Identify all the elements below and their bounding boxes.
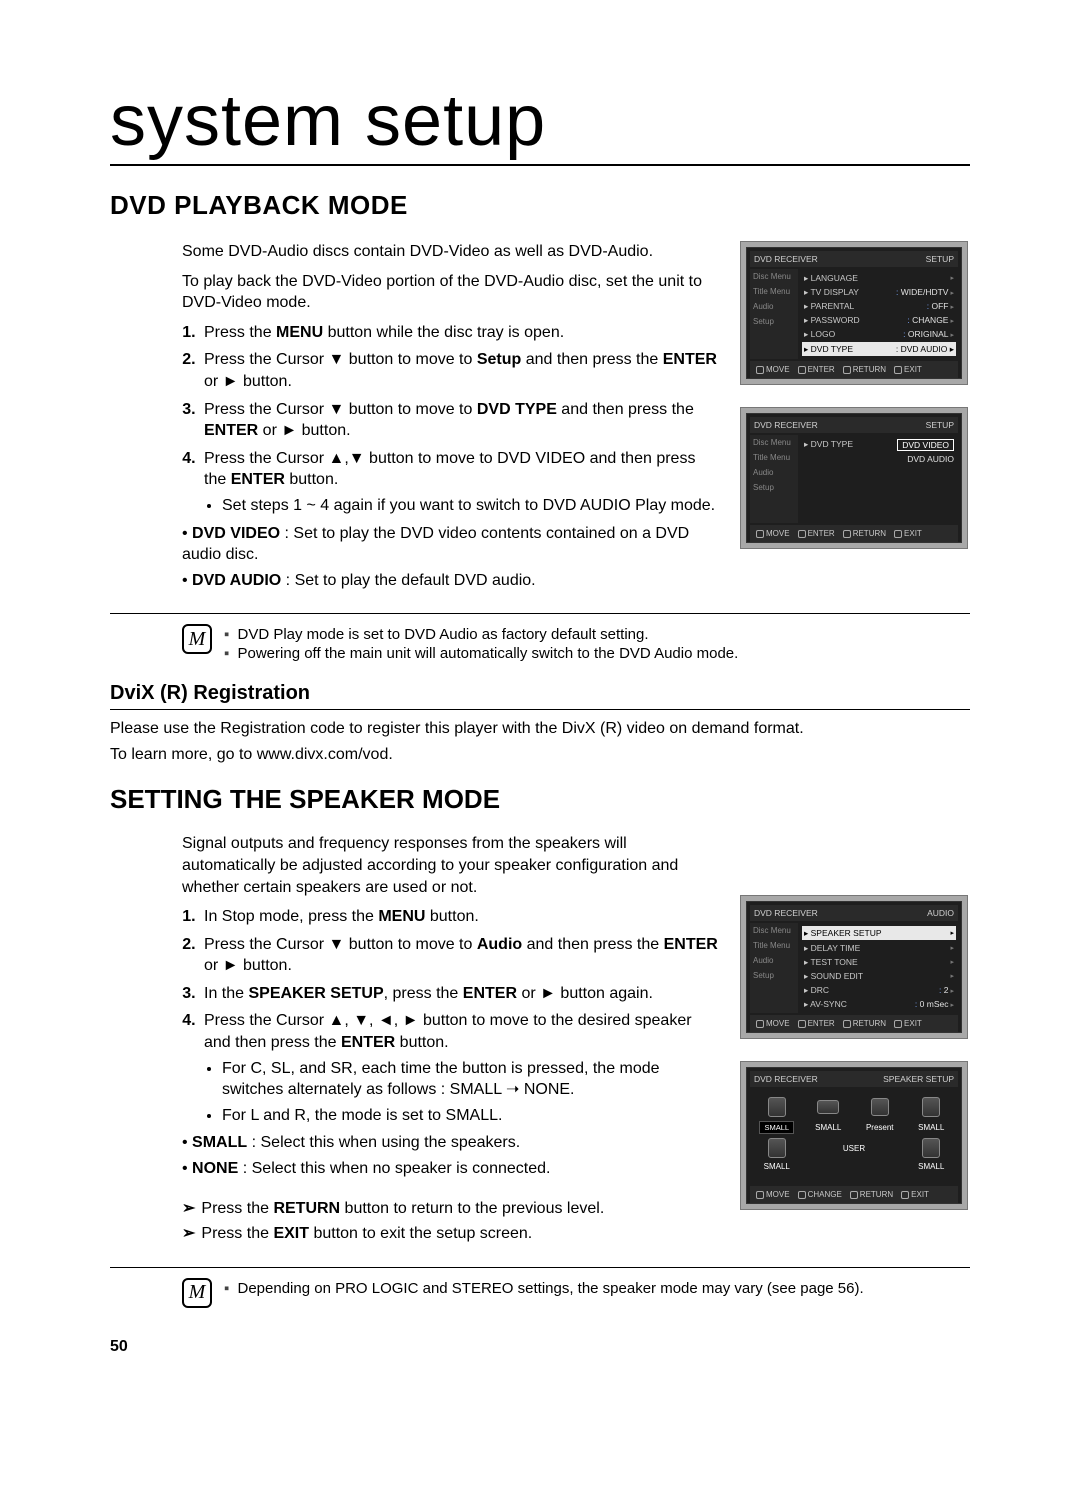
speaker-surround-r-icon — [922, 1138, 940, 1158]
osd-speaker-setup: DVD RECEIVERSPEAKER SETUP SMALL SMALL Pr… — [740, 1061, 968, 1210]
note-icon: M — [182, 624, 212, 654]
speaker-step-2: Press the Cursor ▼ button to move to Aud… — [200, 934, 722, 977]
osd-audio-menu: DVD RECEIVERAUDIO Disc Menu Title Menu A… — [740, 895, 968, 1039]
divx-heading: DviX (R) Registration — [110, 682, 970, 710]
speaker-center-icon — [817, 1100, 839, 1114]
page-number: 50 — [110, 1338, 970, 1356]
note-icon: M — [182, 1278, 212, 1308]
dvd-note-2: Powering off the main unit will automati… — [224, 645, 738, 662]
speaker-notes: M Depending on PRO LOGIC and STEREO sett… — [182, 1278, 970, 1308]
divx-line1: Please use the Registration code to regi… — [110, 720, 970, 738]
speaker-steps: In Stop mode, press the MENU button. Pre… — [182, 906, 722, 1126]
speaker-heading: SETTING THE SPEAKER MODE — [110, 784, 970, 815]
speaker-front-l-icon — [768, 1097, 786, 1117]
return-line: ➢Press the RETURN button to return to th… — [182, 1198, 722, 1220]
speaker-surround-l-icon — [768, 1138, 786, 1158]
dvd-def-video: • DVD VIDEO : Set to play the DVD video … — [182, 523, 722, 566]
speaker-note: Depending on PRO LOGIC and STEREO settin… — [224, 1280, 864, 1297]
dvd-step-1: Press the MENU button while the disc tra… — [200, 322, 722, 344]
page-title: system setup — [110, 80, 970, 166]
speaker-step4-sub1: For C, SL, and SR, each time the button … — [222, 1058, 722, 1101]
divider — [110, 613, 970, 614]
dvd-step-2: Press the Cursor ▼ button to move to Set… — [200, 349, 722, 392]
dvd-heading: DVD PLAYBACK MODE — [110, 190, 970, 221]
divx-line2: To learn more, go to www.divx.com/vod. — [110, 746, 970, 764]
dvd-step-3: Press the Cursor ▼ button to move to DVD… — [200, 399, 722, 442]
osd-dvd-type: DVD RECEIVERSETUP Disc Menu Title Menu A… — [740, 407, 968, 549]
dvd-intro1: Some DVD-Audio discs contain DVD-Video a… — [182, 241, 722, 263]
speaker-def-small: • SMALL : Select this when using the spe… — [182, 1132, 722, 1154]
exit-line: ➢Press the EXIT button to exit the setup… — [182, 1223, 722, 1245]
dvd-step-4: Press the Cursor ▲,▼ button to move to D… — [200, 448, 722, 517]
speaker-intro: Signal outputs and frequency responses f… — [182, 833, 722, 898]
speaker-step4-sub2: For L and R, the mode is set to SMALL. — [222, 1105, 722, 1127]
speaker-subwoofer-icon — [871, 1098, 889, 1116]
speaker-def-none: • NONE : Select this when no speaker is … — [182, 1158, 722, 1180]
dvd-steps: Press the MENU button while the disc tra… — [182, 322, 722, 517]
osd-setup-menu: DVD RECEIVERSETUP Disc Menu Title Menu A… — [740, 241, 968, 385]
dvd-notes: M DVD Play mode is set to DVD Audio as f… — [182, 624, 970, 664]
divider-2 — [110, 1267, 970, 1268]
speaker-step-4: Press the Cursor ▲, ▼, ◄, ► button to mo… — [200, 1010, 722, 1126]
page: system setup DVD PLAYBACK MODE Some DVD-… — [0, 0, 1080, 1396]
dvd-step4-sub: Set steps 1 ~ 4 again if you want to swi… — [222, 495, 722, 517]
dvd-def-audio: • DVD AUDIO : Set to play the default DV… — [182, 570, 722, 592]
speaker-step-3: In the SPEAKER SETUP, press the ENTER or… — [200, 983, 722, 1005]
speaker-step-1: In Stop mode, press the MENU button. — [200, 906, 722, 928]
speaker-front-r-icon — [922, 1097, 940, 1117]
dvd-note-1: DVD Play mode is set to DVD Audio as fac… — [224, 626, 738, 643]
dvd-intro2: To play back the DVD-Video portion of th… — [182, 271, 722, 314]
